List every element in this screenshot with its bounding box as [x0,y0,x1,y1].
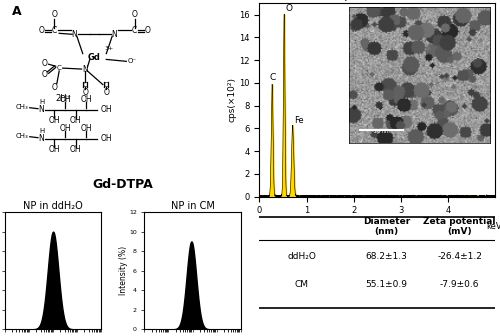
Text: CM: CM [295,280,309,289]
Y-axis label: Intensity (%): Intensity (%) [118,246,128,295]
Text: Fe: Fe [294,116,304,125]
Text: B: B [224,0,234,1]
Text: C: C [132,26,137,35]
Y-axis label: cps(×10²): cps(×10²) [228,78,236,123]
Text: O: O [104,88,109,97]
Text: ddH₂O: ddH₂O [288,252,316,261]
Text: O: O [42,70,48,79]
Text: OH: OH [100,105,112,114]
Text: 55.1±0.9: 55.1±0.9 [366,280,408,289]
Text: OH: OH [48,145,60,154]
Title: NP in ddH₂O: NP in ddH₂O [23,201,83,211]
Text: C: C [82,82,87,88]
Text: CH₃: CH₃ [16,133,28,139]
Text: H: H [39,128,44,134]
Text: O: O [82,88,88,97]
Text: -7.9±0.6: -7.9±0.6 [440,280,480,289]
Text: C: C [270,73,276,82]
Text: OH: OH [80,94,92,103]
Text: H: H [39,99,44,105]
Text: OH: OH [70,145,82,154]
Text: Zeta potential
(mV): Zeta potential (mV) [424,216,496,236]
Title: NP in CM: NP in CM [170,201,214,211]
Text: OH: OH [70,116,82,125]
Text: OH: OH [80,124,92,132]
Text: O⁻: O⁻ [128,58,137,64]
Text: 3+: 3+ [104,46,114,51]
Text: N: N [82,65,88,74]
Text: N: N [38,105,44,114]
Text: CH₃: CH₃ [16,104,28,110]
Text: C: C [57,65,62,71]
Text: keV: keV [486,222,500,230]
Text: -26.4±1.2: -26.4±1.2 [437,252,482,261]
Text: 2H⁺: 2H⁺ [56,93,72,102]
Text: Diameter
(nm): Diameter (nm) [363,216,410,236]
Text: C: C [52,26,57,35]
Text: OH: OH [48,116,60,125]
Text: OH: OH [100,134,112,143]
Text: OH: OH [60,124,71,132]
Text: O: O [52,83,58,92]
Title: $\gamma$-Fe$_2$O$_3$ NP: $\gamma$-Fe$_2$O$_3$ NP [342,0,413,3]
Text: O: O [132,10,138,19]
Text: O: O [52,10,58,19]
Text: O: O [42,59,48,68]
Text: Gd-DTPA: Gd-DTPA [92,178,153,191]
Text: N: N [112,30,117,39]
Text: OH: OH [60,94,71,103]
Text: C: C [104,82,108,88]
Text: O: O [38,26,44,35]
Text: 68.2±1.3: 68.2±1.3 [366,252,408,261]
Text: A: A [12,5,22,18]
Text: Gd: Gd [88,53,101,62]
Text: O: O [286,4,292,13]
Text: O: O [144,26,150,35]
Text: N: N [38,134,44,143]
Text: N: N [72,30,78,39]
